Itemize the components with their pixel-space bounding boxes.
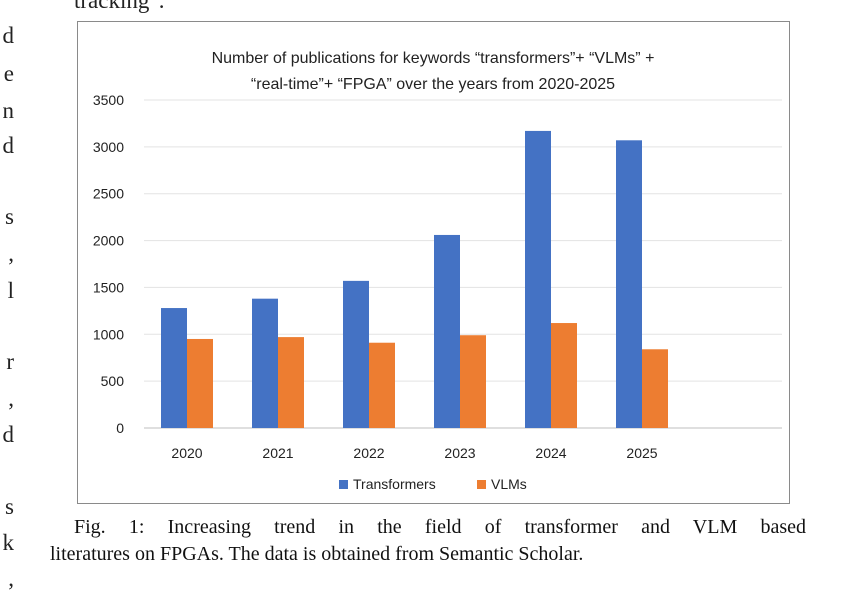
left-margin-fragment: r bbox=[6, 349, 14, 374]
x-axis: 2020 2021 2022 2023 2024 2025 bbox=[171, 445, 657, 461]
x-tick-label: 2021 bbox=[262, 445, 293, 461]
bar-vlms-2021 bbox=[278, 337, 304, 428]
legend-swatch-vlms bbox=[477, 480, 486, 489]
body-text-fragment: tracking". bbox=[74, 0, 165, 13]
left-margin-fragment: , bbox=[8, 566, 14, 591]
left-margin-fragment: k bbox=[2, 530, 15, 555]
bar-transformers-2024 bbox=[525, 130, 551, 428]
left-margin-fragment: s bbox=[5, 494, 14, 519]
x-tick-label: 2024 bbox=[535, 445, 566, 461]
bar-vlms-2024 bbox=[551, 323, 577, 428]
x-tick-label: 2020 bbox=[171, 445, 202, 461]
chart-title-line-2: “real-time”+ “FPGA” over the years from … bbox=[251, 76, 615, 93]
left-margin-fragment: d bbox=[2, 23, 15, 48]
bar-transformers-2025 bbox=[616, 140, 642, 428]
y-tick-label: 500 bbox=[101, 373, 125, 389]
legend-label-transformers: Transformers bbox=[353, 476, 436, 492]
y-tick-label: 3500 bbox=[93, 92, 124, 108]
left-margin-fragment: , bbox=[8, 386, 14, 411]
legend-label-vlms: VLMs bbox=[491, 476, 527, 492]
x-tick-label: 2022 bbox=[353, 445, 384, 461]
gridlines bbox=[144, 99, 782, 429]
figure-caption: Fig. 1: Increasing trend in the field of… bbox=[50, 514, 806, 568]
y-tick-label: 2000 bbox=[93, 233, 124, 249]
bar-transformers-2023 bbox=[434, 234, 460, 428]
left-margin-fragment: s bbox=[5, 204, 14, 229]
y-tick-label: 1000 bbox=[93, 326, 124, 342]
bar-transformers-2021 bbox=[252, 298, 278, 428]
bar-vlms-2020 bbox=[187, 338, 213, 428]
y-tick-label: 3000 bbox=[93, 139, 124, 155]
chart-title-line-1: Number of publications for keywords “tra… bbox=[212, 50, 655, 67]
left-margin-fragment: d bbox=[2, 422, 15, 447]
legend-swatch-transformers bbox=[339, 480, 348, 489]
bars bbox=[161, 130, 668, 428]
bar-transformers-2022 bbox=[343, 280, 369, 428]
y-tick-label: 2500 bbox=[93, 186, 124, 202]
y-axis: 0 500 1000 1500 2000 2500 3000 3500 bbox=[93, 92, 124, 436]
bar-transformers-2020 bbox=[161, 308, 187, 428]
caption-line-1: Fig. 1: Increasing trend in the field of… bbox=[74, 516, 806, 538]
legend: Transformers VLMs bbox=[339, 476, 527, 492]
x-tick-label: 2025 bbox=[626, 445, 657, 461]
bar-vlms-2025 bbox=[642, 349, 668, 428]
caption-line-2: literatures on FPGAs. The data is obtain… bbox=[50, 543, 584, 565]
left-margin-fragment: , bbox=[8, 241, 14, 266]
chart-svg: Number of publications for keywords “tra… bbox=[93, 50, 782, 492]
left-margin-fragment: l bbox=[7, 278, 14, 303]
bar-vlms-2022 bbox=[369, 342, 395, 428]
y-tick-label: 1500 bbox=[93, 279, 124, 295]
bar-vlms-2023 bbox=[460, 335, 486, 428]
chart: Number of publications for keywords “tra… bbox=[77, 21, 790, 504]
left-margin-fragment: d bbox=[2, 133, 15, 158]
x-tick-label: 2023 bbox=[444, 445, 475, 461]
y-tick-label: 0 bbox=[116, 420, 124, 436]
left-margin-fragment: e bbox=[3, 61, 14, 86]
left-margin-fragment: n bbox=[2, 98, 15, 123]
